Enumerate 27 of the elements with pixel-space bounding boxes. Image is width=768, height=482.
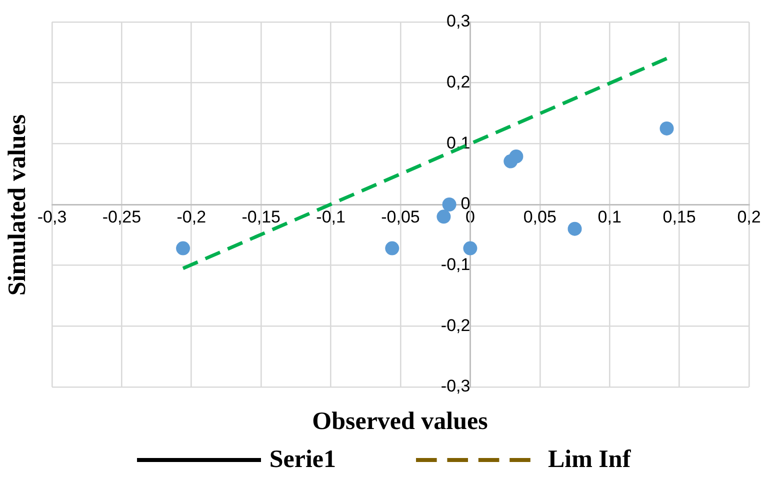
point (442, 198, 456, 212)
legend-label: Lim Inf (548, 446, 631, 474)
x-tick-label: 0,15 (662, 207, 696, 226)
y-tick-label: -0,2 (440, 316, 470, 335)
x-tick-label: -0,05 (381, 207, 420, 226)
x-tick-label: 0,05 (523, 207, 556, 226)
point (436, 210, 451, 224)
point (660, 121, 674, 136)
y-tick-label: 0,2 (446, 72, 470, 92)
y-tick-label: 0,3 (446, 12, 470, 31)
x-tick-label: -0,2 (176, 207, 206, 226)
point (509, 149, 524, 164)
x-tick-label: 0,1 (598, 207, 622, 226)
y-tick-label: -0,3 (440, 376, 470, 396)
point (463, 241, 478, 256)
y-tick-label: -0,1 (440, 255, 470, 274)
x-tick-label: 0,2 (737, 207, 761, 226)
legend-label: Serie1 (269, 446, 336, 474)
y-axis-title: Simulated values (4, 113, 32, 298)
x-tick-label: -0,15 (242, 207, 280, 226)
point (176, 241, 190, 256)
point (568, 222, 582, 236)
point (385, 241, 400, 256)
x-tick-label: -0,25 (102, 207, 142, 226)
x-tick-label: -0,1 (316, 207, 346, 226)
x-axis-title: Observed values (311, 408, 489, 436)
x-tick-label: -0,3 (37, 207, 67, 226)
